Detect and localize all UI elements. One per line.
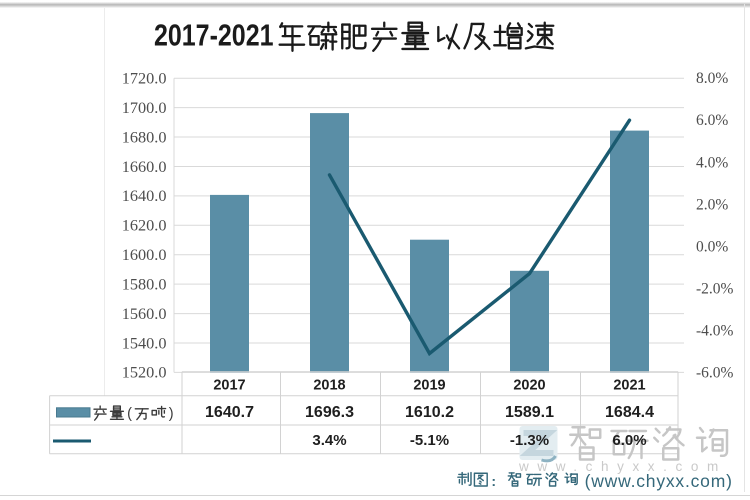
- svg-text:8.0%: 8.0%: [696, 70, 728, 87]
- svg-text:www.chyxx.com: www.chyxx.com: [518, 459, 727, 474]
- svg-text:2019: 2019: [413, 377, 445, 393]
- svg-text:1600.0: 1600.0: [122, 245, 167, 264]
- svg-text:6.0%: 6.0%: [696, 112, 728, 129]
- svg-text:1680.0: 1680.0: [122, 127, 167, 146]
- svg-text:1660.0: 1660.0: [122, 157, 167, 176]
- svg-text::: :: [491, 473, 496, 489]
- svg-text:-5.1%: -5.1%: [410, 432, 449, 449]
- svg-text:1720.0: 1720.0: [122, 69, 167, 88]
- svg-text:4.0%: 4.0%: [696, 154, 728, 171]
- svg-text:-2.0%: -2.0%: [696, 280, 734, 297]
- svg-text:1640.7: 1640.7: [205, 404, 254, 421]
- svg-text:2018: 2018: [313, 377, 345, 393]
- svg-text:(: (: [127, 406, 132, 422]
- svg-text:1700.0: 1700.0: [122, 98, 167, 117]
- svg-text:1520.0: 1520.0: [122, 363, 167, 382]
- svg-text:1560.0: 1560.0: [122, 304, 167, 323]
- svg-text:-6.0%: -6.0%: [696, 364, 734, 381]
- svg-text:-4.0%: -4.0%: [696, 322, 734, 339]
- svg-text:1610.2: 1610.2: [405, 404, 454, 421]
- svg-text:6.0%: 6.0%: [612, 432, 646, 449]
- svg-text:1684.4: 1684.4: [605, 404, 654, 421]
- svg-text:2017: 2017: [213, 377, 245, 393]
- svg-text:3.4%: 3.4%: [312, 432, 346, 449]
- svg-text:2021: 2021: [613, 377, 645, 393]
- svg-text:1540.0: 1540.0: [122, 333, 167, 352]
- svg-text:-1.3%: -1.3%: [510, 432, 549, 449]
- svg-text:2020: 2020: [513, 377, 545, 393]
- svg-text:1640.0: 1640.0: [122, 186, 167, 205]
- svg-text:1589.1: 1589.1: [505, 404, 554, 421]
- svg-text:0.0%: 0.0%: [696, 238, 728, 255]
- svg-text:(www.chyxx.com): (www.chyxx.com): [585, 471, 733, 491]
- svg-text:2.0%: 2.0%: [696, 196, 728, 213]
- svg-text:1620.0: 1620.0: [122, 216, 167, 235]
- svg-text:1696.3: 1696.3: [305, 404, 354, 421]
- svg-text:1580.0: 1580.0: [122, 274, 167, 293]
- svg-text:): ): [169, 406, 174, 422]
- svg-text:2017-2021: 2017-2021: [154, 18, 274, 52]
